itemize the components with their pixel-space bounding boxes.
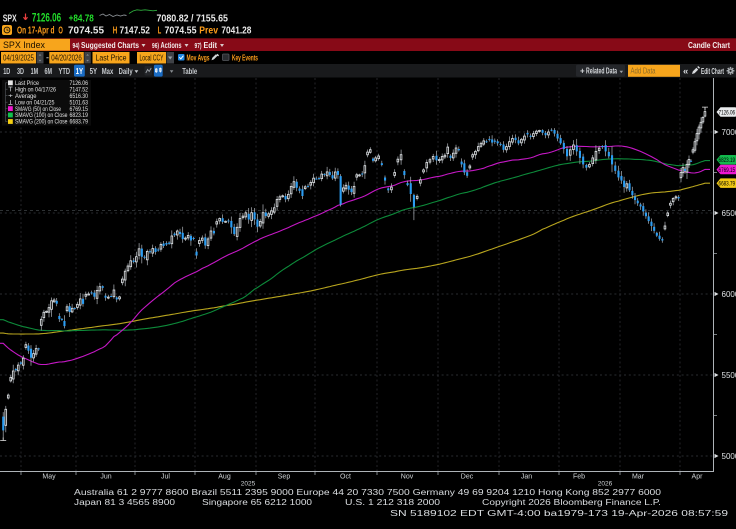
svg-text:Dec: Dec: [461, 474, 474, 481]
svg-text:High on 04/17/26: High on 04/17/26: [15, 87, 56, 94]
svg-text:SN 5189102 EDT GMT-4:00 ba197: SN 5189102 EDT GMT-4:00 ba1979-173 19-Ap…: [390, 509, 729, 518]
svg-text:L: L: [158, 26, 162, 37]
svg-text:Australia 61 2 9777 8600 Brazi: Australia 61 2 9777 8600 Brazil 5511 239…: [74, 488, 662, 497]
svg-text:SPX Index: SPX Index: [3, 40, 45, 50]
svg-text:5500: 5500: [722, 371, 736, 380]
svg-text:96): 96): [152, 41, 159, 50]
svg-text:04/19/2025: 04/19/2025: [3, 53, 34, 63]
svg-text:-: -: [46, 53, 49, 63]
svg-text:Related Data: Related Data: [586, 67, 617, 76]
svg-text:Mar: Mar: [632, 474, 645, 481]
svg-text:Jun: Jun: [100, 474, 111, 481]
svg-text:Suggested Charts: Suggested Charts: [81, 40, 139, 50]
svg-text:YTD: YTD: [59, 67, 71, 76]
svg-text:Jul: Jul: [161, 474, 170, 481]
svg-text:SMAVG (200) on Close: SMAVG (200) on Close: [15, 119, 68, 126]
svg-text:7126.06: 7126.06: [32, 13, 61, 25]
svg-text:SMAVG (100) on Close: SMAVG (100) on Close: [15, 112, 68, 119]
svg-text:Japan 81 3 4565 8900: Japan 81 3 4565 8900: [74, 498, 176, 507]
svg-text:H: H: [113, 26, 118, 37]
svg-text:5Y: 5Y: [90, 67, 98, 76]
svg-text:6823.19: 6823.19: [70, 112, 89, 119]
svg-text:Apr: Apr: [692, 474, 704, 481]
svg-text:+84.78: +84.78: [69, 12, 94, 24]
svg-text:Max: Max: [102, 67, 114, 76]
svg-text:6M: 6M: [44, 67, 52, 76]
svg-text:Table: Table: [182, 67, 197, 76]
svg-text:Last Price: Last Price: [15, 80, 39, 87]
svg-text:Candle Chart: Candle Chart: [688, 40, 730, 50]
svg-text:«: «: [683, 66, 688, 77]
svg-text:Copyright 2026 Bloomberg Finan: Copyright 2026 Bloomberg Finance L.P.: [482, 498, 661, 507]
svg-text:U.S. 1 212 318 2000: U.S. 1 212 318 2000: [345, 498, 441, 507]
svg-text:6516.30: 6516.30: [70, 93, 89, 100]
svg-text:6823.19: 6823.19: [719, 157, 736, 164]
svg-text:Singapore 65 6212 1000: Singapore 65 6212 1000: [202, 498, 313, 507]
svg-text:6000: 6000: [722, 290, 736, 299]
svg-text:Prev: Prev: [199, 26, 218, 37]
svg-text:3D: 3D: [17, 67, 24, 76]
svg-text:1M: 1M: [31, 67, 39, 76]
svg-text:1Y: 1Y: [76, 67, 84, 76]
svg-text:SMAVG (50) on Close: SMAVG (50) on Close: [15, 106, 61, 113]
svg-text:7074.55: 7074.55: [165, 26, 197, 37]
svg-text:Add Data: Add Data: [631, 66, 656, 76]
svg-text:6769.15: 6769.15: [70, 106, 89, 113]
svg-text:6500: 6500: [722, 209, 736, 218]
svg-text:Average: Average: [15, 93, 37, 100]
svg-text:O: O: [58, 26, 63, 37]
svg-text:2026: 2026: [598, 481, 613, 488]
svg-text:Nov: Nov: [401, 474, 414, 481]
svg-text:7074.55: 7074.55: [68, 26, 104, 37]
svg-text:On 17-Apr d: On 17-Apr d: [17, 26, 55, 37]
svg-text:Oct: Oct: [340, 474, 351, 481]
svg-text:Last Price: Last Price: [96, 53, 127, 63]
svg-text:7000: 7000: [722, 128, 736, 137]
svg-text:Edit: Edit: [204, 40, 218, 50]
svg-text:Daily: Daily: [119, 67, 133, 76]
svg-text:7147.52: 7147.52: [70, 87, 89, 94]
svg-text:Actions: Actions: [161, 40, 182, 50]
svg-text:Key Events: Key Events: [232, 53, 258, 63]
svg-text:Edit Chart: Edit Chart: [701, 67, 724, 76]
svg-text:6769.15: 6769.15: [719, 167, 736, 174]
svg-text:Aug: Aug: [218, 474, 231, 481]
svg-text:04/20/2026: 04/20/2026: [51, 53, 82, 63]
svg-text:6683.79: 6683.79: [719, 181, 736, 188]
svg-text:May: May: [42, 474, 56, 481]
svg-text:+: +: [580, 67, 585, 76]
svg-text:Mov Avgs: Mov Avgs: [187, 53, 210, 63]
svg-text:7041.28: 7041.28: [221, 26, 251, 37]
svg-text:97): 97): [195, 41, 202, 50]
svg-text:SPX: SPX: [3, 12, 17, 24]
svg-text:6683.79: 6683.79: [70, 119, 89, 126]
svg-text:5101.63: 5101.63: [70, 99, 89, 106]
svg-text:7080.82 / 7155.65: 7080.82 / 7155.65: [157, 12, 229, 24]
svg-text:Local CCY: Local CCY: [140, 53, 164, 63]
svg-text:1D: 1D: [3, 67, 10, 76]
svg-text:7126.06: 7126.06: [719, 109, 736, 116]
svg-text:2025: 2025: [241, 481, 256, 488]
svg-text:7147.52: 7147.52: [120, 26, 151, 37]
svg-text:Sep: Sep: [278, 474, 291, 481]
svg-text:94): 94): [73, 41, 80, 50]
svg-text:5000: 5000: [722, 452, 736, 461]
svg-text:Low on 04/21/25: Low on 04/21/25: [15, 99, 55, 106]
svg-text:Jan: Jan: [521, 474, 532, 481]
svg-text:7126.06: 7126.06: [70, 80, 89, 87]
svg-text:Feb: Feb: [573, 474, 585, 481]
